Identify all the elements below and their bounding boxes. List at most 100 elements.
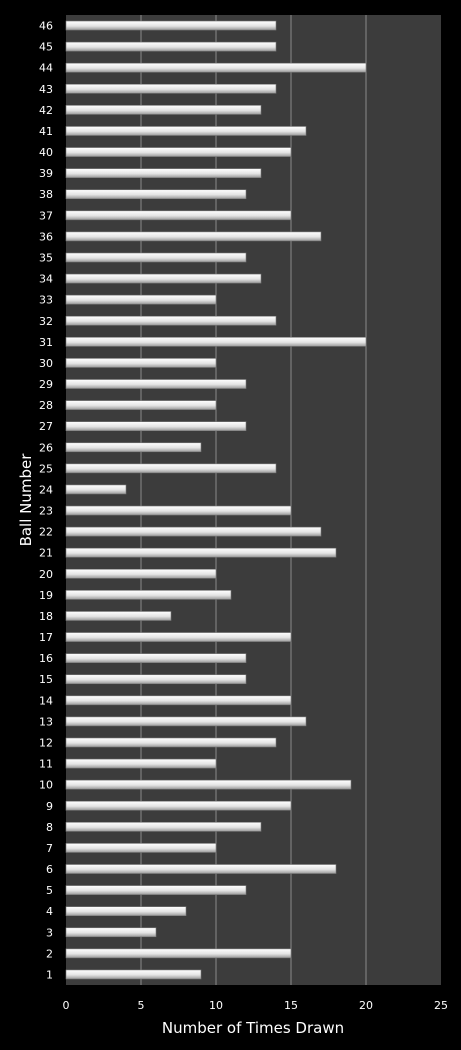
bar-ball-23 bbox=[65, 505, 292, 516]
bar-ball-11 bbox=[65, 758, 217, 769]
bar-ball-38 bbox=[65, 189, 247, 200]
y-tick-label: 14 bbox=[39, 694, 53, 707]
bar-ball-26 bbox=[65, 442, 202, 453]
bar-ball-28 bbox=[65, 400, 217, 410]
x-tick-label: 25 bbox=[434, 999, 448, 1012]
y-tick-label: 43 bbox=[39, 83, 53, 96]
bar-ball-16 bbox=[65, 653, 247, 663]
y-tick-label: 11 bbox=[39, 758, 53, 771]
bar-ball-33 bbox=[65, 294, 217, 305]
y-tick-label: 31 bbox=[39, 336, 53, 349]
bar-ball-40 bbox=[65, 147, 292, 157]
y-tick-label: 10 bbox=[39, 779, 53, 792]
bar-ball-4 bbox=[65, 906, 187, 917]
bar-ball-22 bbox=[65, 526, 322, 537]
y-tick-label: 16 bbox=[39, 652, 53, 665]
y-tick-label: 7 bbox=[46, 842, 53, 855]
bar-ball-43 bbox=[65, 84, 277, 94]
bar-ball-29 bbox=[65, 379, 247, 389]
bar-ball-32 bbox=[65, 315, 277, 326]
y-tick-label: 1 bbox=[46, 968, 53, 981]
y-tick-label: 38 bbox=[39, 188, 53, 201]
y-tick-label: 12 bbox=[39, 737, 53, 750]
y-tick-label: 30 bbox=[39, 357, 53, 370]
x-tick-label: 15 bbox=[284, 999, 298, 1012]
y-tick-label: 33 bbox=[39, 294, 53, 307]
bar-ball-41 bbox=[65, 126, 307, 136]
bar-ball-7 bbox=[65, 843, 217, 853]
bar-ball-6 bbox=[65, 864, 337, 874]
bars bbox=[65, 20, 367, 980]
y-tick-label: 2 bbox=[46, 947, 53, 960]
y-tick-label: 9 bbox=[46, 800, 53, 813]
bar-ball-30 bbox=[65, 358, 217, 368]
y-tick-label: 25 bbox=[39, 462, 53, 475]
y-tick-label: 5 bbox=[46, 884, 53, 897]
bar-ball-10 bbox=[65, 779, 352, 790]
x-tick-label: 20 bbox=[359, 999, 373, 1012]
y-tick-label: 27 bbox=[39, 420, 53, 433]
bar-ball-18 bbox=[65, 611, 172, 621]
y-tick-label: 40 bbox=[39, 146, 53, 159]
bar-ball-13 bbox=[65, 716, 307, 727]
y-tick-label: 37 bbox=[39, 209, 53, 222]
bar-ball-3 bbox=[65, 927, 157, 938]
y-tick-label: 4 bbox=[46, 905, 53, 918]
y-tick-label: 42 bbox=[39, 104, 53, 117]
bar-ball-44 bbox=[65, 62, 367, 73]
bar-ball-42 bbox=[65, 105, 262, 115]
bar-ball-27 bbox=[65, 421, 247, 432]
bar-ball-9 bbox=[65, 800, 292, 811]
bar-ball-19 bbox=[65, 590, 232, 600]
y-axis-title: Ball Number bbox=[17, 453, 35, 547]
y-tick-label: 15 bbox=[39, 673, 53, 686]
bar-ball-12 bbox=[65, 737, 277, 748]
bar-ball-2 bbox=[65, 948, 292, 959]
y-tick-label: 44 bbox=[39, 62, 53, 75]
bar-ball-5 bbox=[65, 885, 247, 895]
y-tick-label: 46 bbox=[39, 20, 53, 33]
bar-ball-39 bbox=[65, 168, 262, 178]
x-tick-label: 10 bbox=[209, 999, 223, 1012]
y-tick-label: 41 bbox=[39, 125, 53, 138]
x-tick-labels: 0 5 10 15 20 25 bbox=[63, 999, 449, 1012]
y-tick-label: 45 bbox=[39, 41, 53, 54]
bar-ball-46 bbox=[65, 20, 277, 31]
y-tick-label: 18 bbox=[39, 610, 53, 623]
y-tick-label: 36 bbox=[39, 230, 53, 243]
y-tick-label: 23 bbox=[39, 505, 53, 518]
y-tick-label: 26 bbox=[39, 441, 53, 454]
bar-ball-37 bbox=[65, 210, 292, 221]
y-tick-label: 24 bbox=[39, 483, 53, 496]
y-tick-label: 21 bbox=[39, 547, 53, 560]
y-tick-label: 6 bbox=[46, 863, 53, 876]
y-tick-label: 13 bbox=[39, 715, 53, 728]
y-tick-label: 8 bbox=[46, 821, 53, 834]
y-tick-label: 19 bbox=[39, 589, 53, 602]
x-axis-title: Number of Times Drawn bbox=[162, 1019, 344, 1037]
bar-ball-36 bbox=[65, 231, 322, 242]
bar-ball-15 bbox=[65, 674, 247, 685]
y-tick-label: 35 bbox=[39, 252, 53, 265]
x-tick-label: 0 bbox=[63, 999, 70, 1012]
plot-area bbox=[66, 15, 441, 985]
y-tick-labels: 1234567891011121314151617181920212223242… bbox=[39, 20, 53, 982]
y-tick-label: 39 bbox=[39, 167, 53, 180]
bar-ball-31 bbox=[65, 337, 367, 347]
bar-ball-34 bbox=[65, 273, 262, 284]
bar-ball-8 bbox=[65, 822, 262, 832]
bar-ball-17 bbox=[65, 632, 292, 642]
y-tick-label: 22 bbox=[39, 526, 53, 539]
y-tick-label: 32 bbox=[39, 315, 53, 328]
bar-ball-20 bbox=[65, 568, 217, 579]
bar-ball-14 bbox=[65, 695, 292, 706]
bar-ball-25 bbox=[65, 463, 277, 474]
y-tick-label: 20 bbox=[39, 568, 53, 581]
y-tick-label: 28 bbox=[39, 399, 53, 412]
y-tick-label: 34 bbox=[39, 273, 53, 286]
y-tick-label: 3 bbox=[46, 926, 53, 939]
bar-ball-24 bbox=[65, 484, 127, 495]
bar-ball-1 bbox=[65, 969, 202, 980]
bar-ball-45 bbox=[65, 41, 277, 52]
